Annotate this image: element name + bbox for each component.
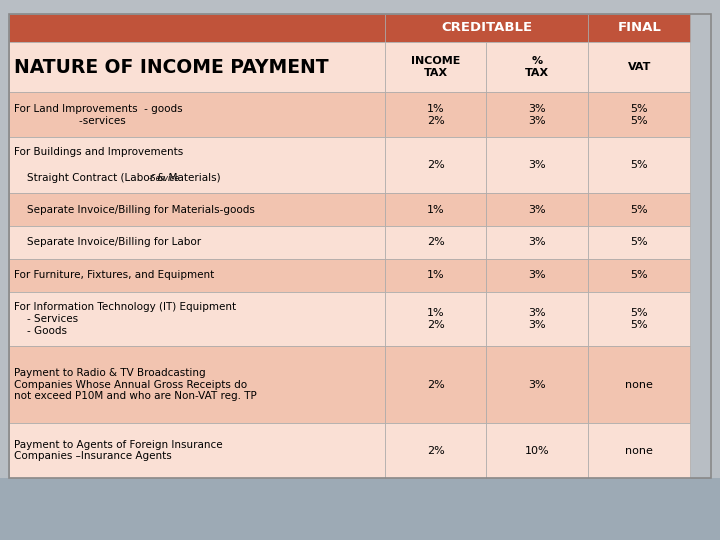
Bar	[588, 42, 690, 92]
Text: 5%: 5%	[631, 238, 648, 247]
Bar	[9, 292, 384, 347]
Text: -Service: -Service	[149, 173, 180, 183]
Text: FINAL: FINAL	[617, 21, 661, 34]
Text: 3%: 3%	[528, 271, 546, 280]
Bar	[487, 347, 588, 423]
Bar	[384, 14, 588, 42]
Bar	[588, 259, 690, 292]
Text: 3%
3%: 3% 3%	[528, 308, 546, 330]
Bar	[487, 423, 588, 478]
Bar	[384, 92, 487, 137]
Bar	[487, 92, 588, 137]
Bar	[9, 226, 384, 259]
Text: 5%: 5%	[631, 271, 648, 280]
Bar	[9, 92, 384, 137]
Bar	[588, 292, 690, 347]
Text: For Buildings and Improvements: For Buildings and Improvements	[14, 147, 184, 157]
Bar	[588, 347, 690, 423]
Bar	[588, 14, 690, 42]
Text: 5%: 5%	[631, 160, 648, 170]
Text: %
TAX: % TAX	[526, 56, 549, 78]
Text: 3%: 3%	[528, 160, 546, 170]
Text: Separate Invoice/Billing for Labor: Separate Invoice/Billing for Labor	[14, 238, 202, 247]
Bar	[384, 347, 487, 423]
Text: 2%: 2%	[427, 446, 444, 456]
Text: 3%
3%: 3% 3%	[528, 104, 546, 126]
Text: INCOME
TAX: INCOME TAX	[411, 56, 460, 78]
Text: 1%
2%: 1% 2%	[427, 308, 444, 330]
Bar	[9, 259, 384, 292]
Text: 1%: 1%	[427, 271, 444, 280]
Text: 10%: 10%	[525, 446, 550, 456]
Bar	[9, 423, 384, 478]
Text: none: none	[626, 380, 653, 390]
Bar	[384, 292, 487, 347]
Text: 5%
5%: 5% 5%	[631, 308, 648, 330]
Text: For Land Improvements  - goods
                    -services: For Land Improvements - goods -services	[14, 104, 183, 126]
Bar	[588, 92, 690, 137]
Bar	[384, 226, 487, 259]
Bar	[9, 14, 384, 42]
Text: For Furniture, Fixtures, and Equipment: For Furniture, Fixtures, and Equipment	[14, 271, 215, 280]
Bar	[588, 137, 690, 193]
Bar	[384, 137, 487, 193]
Bar	[9, 42, 384, 92]
Bar	[487, 137, 588, 193]
Text: 2%: 2%	[427, 380, 444, 390]
Bar	[9, 14, 711, 478]
Bar	[487, 226, 588, 259]
Bar	[588, 423, 690, 478]
Bar	[588, 226, 690, 259]
Bar	[487, 292, 588, 347]
Text: 5%
5%: 5% 5%	[631, 104, 648, 126]
Bar	[384, 193, 487, 226]
Text: Payment to Agents of Foreign Insurance
Companies –Insurance Agents: Payment to Agents of Foreign Insurance C…	[14, 440, 223, 461]
Text: NATURE OF INCOME PAYMENT: NATURE OF INCOME PAYMENT	[14, 58, 329, 77]
Text: 2%: 2%	[427, 238, 444, 247]
Bar	[0, 478, 720, 540]
Text: VAT: VAT	[628, 62, 651, 72]
Bar	[384, 423, 487, 478]
Text: none: none	[626, 446, 653, 456]
Text: 2%: 2%	[427, 160, 444, 170]
Text: CREDITABLE: CREDITABLE	[441, 21, 532, 34]
Text: 1%
2%: 1% 2%	[427, 104, 444, 126]
Bar	[487, 42, 588, 92]
Text: Separate Invoice/Billing for Materials-goods: Separate Invoice/Billing for Materials-g…	[14, 205, 256, 214]
Bar	[487, 193, 588, 226]
Bar	[384, 42, 487, 92]
Text: Straight Contract (Labor & Materials): Straight Contract (Labor & Materials)	[14, 173, 221, 183]
Text: 3%: 3%	[528, 205, 546, 214]
Bar	[9, 347, 384, 423]
Bar	[384, 259, 487, 292]
Bar	[588, 193, 690, 226]
Text: 3%: 3%	[528, 238, 546, 247]
Text: 5%: 5%	[631, 205, 648, 214]
Bar	[9, 137, 384, 193]
Text: Payment to Radio & TV Broadcasting
Companies Whose Annual Gross Receipts do
not : Payment to Radio & TV Broadcasting Compa…	[14, 368, 257, 401]
Text: 3%: 3%	[528, 380, 546, 390]
Text: For Information Technology (IT) Equipment
    - Services
    - Goods: For Information Technology (IT) Equipmen…	[14, 302, 237, 336]
Text: 1%: 1%	[427, 205, 444, 214]
Bar	[9, 193, 384, 226]
Bar	[487, 259, 588, 292]
